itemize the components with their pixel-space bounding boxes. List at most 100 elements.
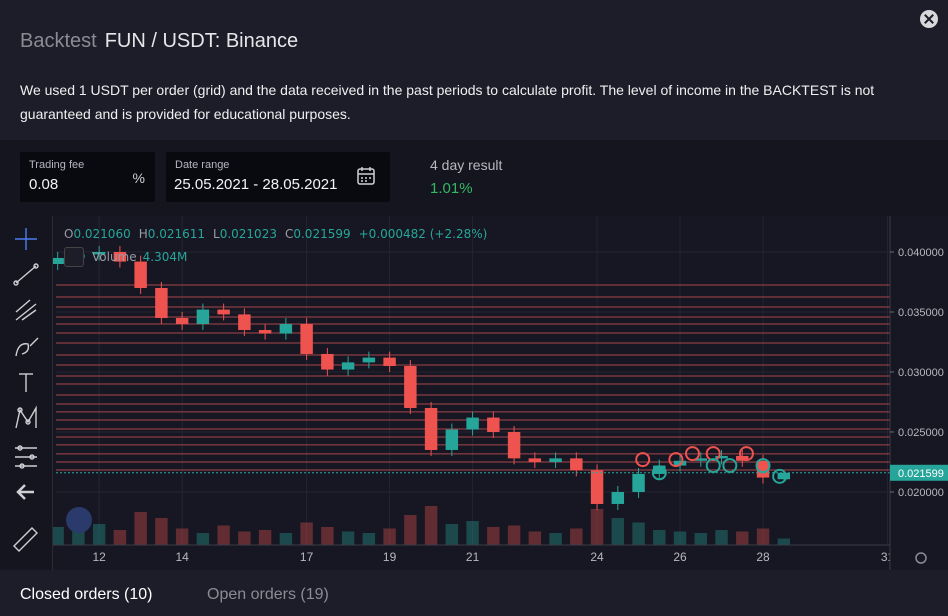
x-tick-label: 28 <box>756 550 770 564</box>
tab-closed-orders[interactable]: Closed orders (10) <box>20 586 153 603</box>
volume-bar <box>694 533 708 545</box>
volume-bar <box>175 528 189 545</box>
x-axis-bg <box>52 545 948 570</box>
candle-body <box>611 491 625 504</box>
legend-key: O <box>64 227 74 241</box>
volume-bar <box>92 524 106 545</box>
volume-bar <box>155 518 168 545</box>
last-price-box <box>890 464 948 481</box>
x-tick-label: 14 <box>175 550 189 564</box>
volume-bar <box>653 530 666 545</box>
buy-order <box>722 458 738 474</box>
x-tick-label: 12 <box>92 550 106 564</box>
buy-order <box>705 458 721 474</box>
volume-bar <box>238 531 251 545</box>
field-unit: % <box>132 170 145 186</box>
legend-value: 0.021611 <box>147 227 206 241</box>
description: We used 1 USDT per order (grid) and the … <box>20 82 875 122</box>
volume-bar <box>590 509 604 545</box>
sell-order <box>635 452 651 468</box>
field-label: Date range <box>175 159 230 171</box>
candle-body <box>694 458 708 461</box>
y-tick-label: 0.035000 <box>898 307 944 319</box>
y-axis-bg <box>890 216 948 570</box>
sell-order <box>738 446 754 462</box>
title: Backtest FUN / USDT: Binance <box>20 30 298 53</box>
volume-bar <box>632 522 645 545</box>
legend-value: 0.021599 <box>293 227 351 241</box>
candle-body <box>756 460 770 478</box>
volume-bar <box>51 527 64 545</box>
volume-bar <box>756 528 770 545</box>
candle-body <box>341 362 355 370</box>
calendar-icon[interactable] <box>356 166 376 186</box>
candle-body <box>217 309 230 315</box>
candle-body <box>196 309 210 324</box>
volume-bar <box>258 530 272 545</box>
trend-line-tool[interactable] <box>13 263 39 286</box>
candle-body <box>321 353 334 370</box>
crosshair-tool[interactable] <box>15 228 37 250</box>
volume-label: Volume <box>92 250 137 264</box>
pattern-tool[interactable] <box>15 405 37 429</box>
candle-body <box>362 357 376 363</box>
sell-order <box>668 452 684 468</box>
ohlc-legend: O0.021060 H0.021611 L0.021023 C0.021599 +0.0… <box>64 227 487 241</box>
candle-body <box>155 287 168 318</box>
volume-bar <box>300 522 313 545</box>
volume-bar <box>549 533 562 545</box>
volume-bar <box>72 531 85 545</box>
volume-bar <box>777 538 791 545</box>
candle-body <box>673 460 687 466</box>
volume-bar <box>715 530 728 545</box>
toolbar <box>0 216 53 570</box>
settings-button[interactable] <box>915 552 927 564</box>
legend-key: L <box>213 227 220 241</box>
text-tool[interactable] <box>19 373 33 392</box>
candle-body <box>383 357 396 366</box>
volume-bar <box>570 528 583 545</box>
volume-bar <box>424 506 438 545</box>
measure-tool[interactable] <box>15 445 37 469</box>
candle-body <box>632 473 645 492</box>
brush-tool[interactable] <box>15 337 39 357</box>
trading-fee-field[interactable]: Trading fee 0.08 % <box>20 152 155 202</box>
pitchfork-tool[interactable] <box>15 299 37 321</box>
candle-body <box>175 317 189 324</box>
volume-bar <box>362 533 376 545</box>
candle-body <box>549 458 562 462</box>
candle-body <box>590 470 604 504</box>
legend-key: H <box>138 227 148 241</box>
sell-order <box>705 446 721 462</box>
candle-body <box>258 329 272 334</box>
field-value: 25.05.2021 - 28.05.2021 <box>174 176 338 193</box>
close-button[interactable] <box>920 10 938 28</box>
volume-bar <box>445 524 459 545</box>
candle-body <box>653 465 666 474</box>
date-range-field[interactable]: Date range 25.05.2021 - 28.05.2021 <box>166 152 390 202</box>
candle-body <box>134 261 147 288</box>
result-label: 4 day result <box>430 157 503 173</box>
volume-bar <box>507 525 521 545</box>
candle-body <box>715 455 728 459</box>
candle-body <box>51 257 64 264</box>
legend-key: C <box>284 227 294 241</box>
candle-body <box>113 251 127 262</box>
candle-body <box>279 323 293 334</box>
result-value: 1.01% <box>430 180 473 197</box>
legend-change: +0.000482 (+2.28%) <box>358 227 488 241</box>
candle-body <box>528 458 542 462</box>
tab-open-orders[interactable]: Open orders (19) <box>207 586 329 603</box>
volume-bar <box>279 533 293 545</box>
ruler-tool[interactable] <box>13 527 38 552</box>
x-tick-label: 17 <box>300 550 314 564</box>
x-tick-label: 26 <box>673 550 687 564</box>
back-tool[interactable] <box>16 484 34 500</box>
volume-bar <box>113 530 127 545</box>
candle-body <box>487 417 500 432</box>
volume-bar <box>341 531 355 545</box>
volume-toggle[interactable] <box>64 247 84 267</box>
logo <box>66 507 92 533</box>
candle-body <box>445 429 459 450</box>
